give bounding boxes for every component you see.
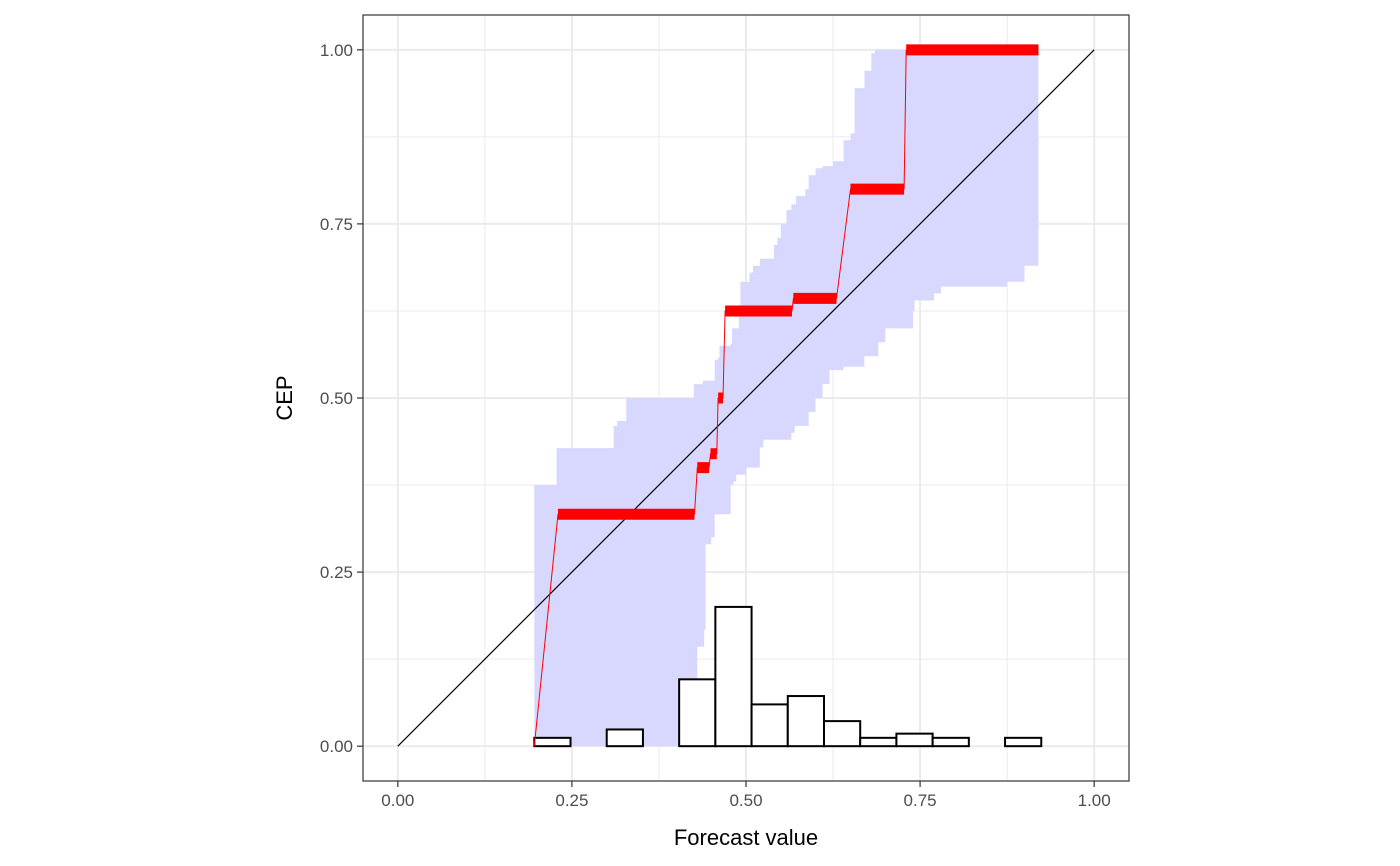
histogram-bar: [714, 605, 753, 748]
histogram-bar: [533, 736, 572, 748]
x-axis: 0.00 0.25 0.50 0.75 1.00: [381, 781, 1111, 810]
x-tick-label: 0.75: [904, 791, 937, 810]
histogram-bar: [895, 732, 934, 748]
y-axis-title: CEP: [272, 375, 297, 420]
diagonal-reference-line: [397, 49, 1095, 747]
histogram-bar: [822, 720, 862, 748]
histogram: [533, 605, 1043, 748]
y-tick-label: 0.50: [320, 389, 353, 408]
histogram-bar: [786, 695, 825, 748]
histogram-bar: [678, 678, 717, 748]
histogram-bar: [931, 736, 970, 748]
y-tick-label: 0.00: [320, 737, 353, 756]
x-tick-label: 1.00: [1078, 791, 1111, 810]
y-tick-label: 0.75: [320, 215, 353, 234]
x-axis-title: Forecast value: [674, 825, 818, 850]
x-tick-label: 0.00: [381, 791, 414, 810]
histogram-bar: [605, 728, 644, 748]
x-tick-label: 0.25: [555, 791, 588, 810]
y-tick-label: 1.00: [320, 41, 353, 60]
histogram-bar: [859, 736, 898, 748]
histogram-bar: [750, 703, 789, 748]
x-tick-label: 0.50: [729, 791, 762, 810]
consistency-band: [534, 49, 1039, 747]
y-tick-label: 0.25: [320, 563, 353, 582]
cep-step-segments: [557, 44, 1039, 520]
plot-panel: [362, 14, 1130, 782]
histogram-bar: [1004, 736, 1043, 748]
y-axis: 0.00 0.25 0.50 0.75 1.00: [320, 41, 363, 756]
